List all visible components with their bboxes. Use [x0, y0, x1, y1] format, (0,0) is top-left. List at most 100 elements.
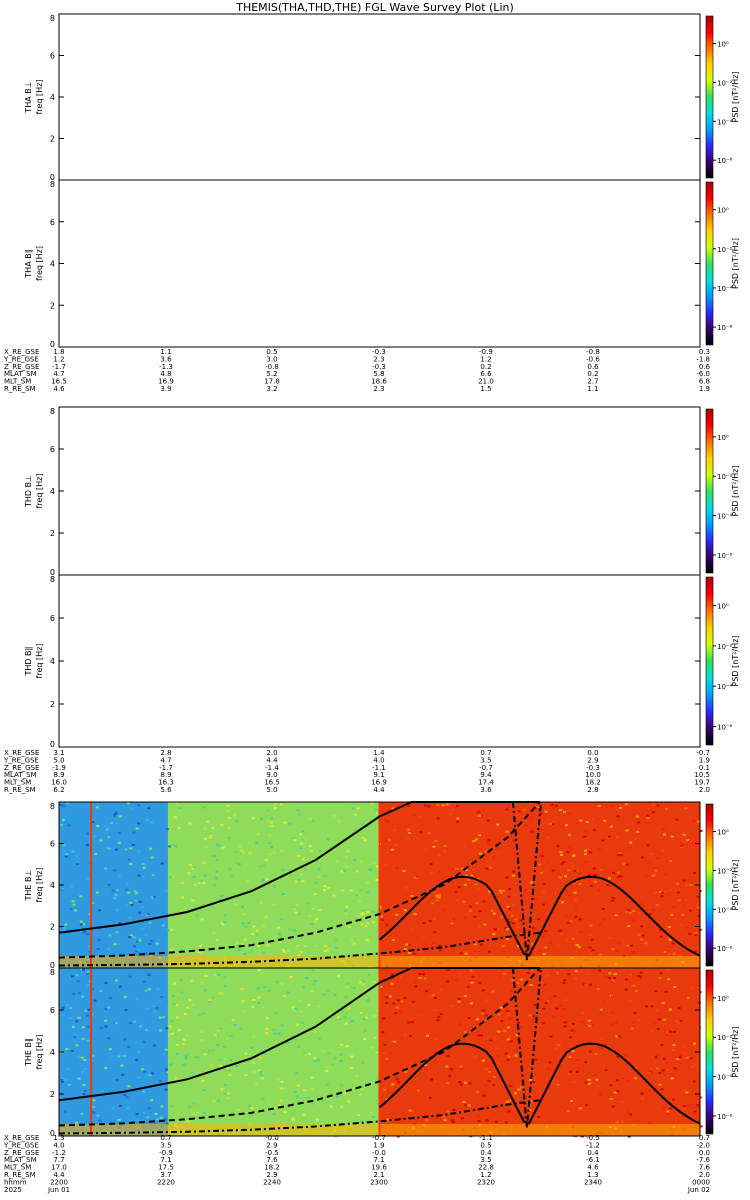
spec-pixel: [299, 833, 302, 836]
ephem-row-name: Y_RE_GSE: [3, 1141, 39, 1149]
spec-pixel: [450, 880, 453, 883]
spec-pixel: [288, 822, 292, 825]
spec-pixel: [86, 972, 90, 975]
spec-pixel: [127, 1045, 131, 1048]
ephem-value: 4.4: [373, 786, 385, 794]
spec-pixel: [477, 811, 481, 814]
spec-pixel: [230, 874, 234, 877]
spec-pixel: [477, 1034, 481, 1037]
spec-pixel: [637, 1018, 641, 1021]
spec-pixel: [228, 1069, 232, 1072]
spec-pixel: [507, 804, 511, 807]
spec-pixel: [530, 900, 534, 903]
spec-pixel: [344, 1022, 348, 1025]
spec-pixel: [608, 885, 612, 888]
spec-pixel: [192, 875, 196, 878]
spec-pixel: [221, 923, 225, 926]
spec-pixel: [292, 836, 296, 839]
spec-pixel: [666, 1031, 670, 1034]
y-tick-label: 4: [50, 93, 55, 102]
colorbar-tick-label: 10⁻²: [717, 473, 733, 481]
spec-pixel: [373, 1036, 377, 1039]
spec-pixel: [689, 884, 693, 887]
spec-pixel: [507, 895, 511, 898]
spec-pixel: [513, 1120, 517, 1123]
spec-pixel: [280, 918, 284, 921]
spec-pixel: [225, 1037, 229, 1040]
spec-pixel: [559, 851, 563, 854]
spec-pixel: [686, 1056, 689, 1059]
spec-pixel: [212, 996, 216, 999]
spec-pixel: [167, 845, 171, 848]
spec-pixel: [508, 888, 512, 890]
spec-pixel: [487, 843, 490, 846]
spec-pixel: [379, 985, 383, 988]
spec-pixel: [150, 856, 154, 859]
spec-pixel: [129, 901, 133, 904]
spec-pixel: [584, 830, 588, 833]
spec-pixel: [596, 988, 600, 991]
spec-pixel: [490, 909, 494, 912]
spec-pixel: [74, 909, 78, 912]
spec-pixel: [692, 820, 696, 823]
spec-pixel: [210, 1064, 214, 1067]
spec-pixel: [588, 1024, 592, 1027]
spec-pixel: [244, 1052, 248, 1055]
spec-pixel: [443, 1119, 447, 1122]
spec-pixel: [170, 1104, 174, 1107]
colorbar-tick-label: 10⁻⁶: [717, 724, 733, 732]
spec-pixel: [200, 918, 204, 921]
spec-pixel: [399, 975, 403, 978]
ephem-value: 17.5: [158, 1164, 174, 1172]
spec-pixel: [295, 903, 299, 906]
ephem-value: -0.3: [586, 764, 600, 772]
ephem-value: -2.0: [696, 1141, 710, 1149]
ephem-value: 0.4: [480, 1149, 492, 1157]
ephem-row-name: Z_RE_GSE: [4, 363, 39, 371]
colorbar: [705, 576, 714, 746]
spec-pixel: [408, 952, 412, 954]
spec-pixel: [144, 989, 148, 992]
spec-pixel: [175, 802, 179, 805]
ephem-value: -1.1: [479, 1134, 493, 1142]
spec-pixel: [113, 943, 117, 946]
spec-pixel: [146, 1116, 150, 1119]
spec-pixel: [407, 804, 411, 807]
spec-pixel: [143, 1111, 146, 1114]
spec-pixel: [599, 1091, 603, 1094]
panel-label: THD B∥: [24, 646, 33, 676]
spec-pixel: [661, 849, 665, 852]
spec-pixel: [275, 981, 279, 983]
spec-pixel: [469, 969, 473, 972]
spec-pixel: [142, 876, 146, 879]
spec-pixel: [259, 1056, 262, 1059]
ephem-value: 2.3: [373, 385, 384, 393]
spec-pixel: [386, 820, 390, 823]
spec-pixel: [77, 992, 81, 995]
spec-pixel: [435, 894, 439, 897]
spec-pixel: [680, 844, 684, 847]
spec-pixel: [485, 1119, 489, 1122]
spec-pixel: [522, 808, 526, 811]
spec-pixel: [202, 1111, 206, 1114]
spec-pixel: [351, 807, 355, 810]
spec-pixel: [280, 874, 284, 876]
spec-block-mid: [167, 802, 380, 968]
spec-pixel: [617, 854, 621, 857]
spec-pixel: [609, 1097, 613, 1100]
spec-pixel: [408, 831, 411, 834]
spec-pixel: [301, 838, 305, 841]
spec-pixel: [679, 924, 683, 926]
spec-pixel: [104, 1008, 108, 1010]
spec-pixel: [83, 1089, 87, 1092]
spec-pixel: [135, 1113, 139, 1116]
spec-pixel: [370, 1046, 374, 1049]
spec-pixel: [206, 820, 210, 823]
spec-pixel: [587, 1019, 591, 1022]
spec-pixel: [252, 1071, 256, 1074]
spec-pixel: [589, 983, 592, 986]
spec-pixel: [484, 1014, 488, 1017]
spec-pixel: [281, 893, 285, 895]
spec-pixel: [178, 809, 182, 812]
